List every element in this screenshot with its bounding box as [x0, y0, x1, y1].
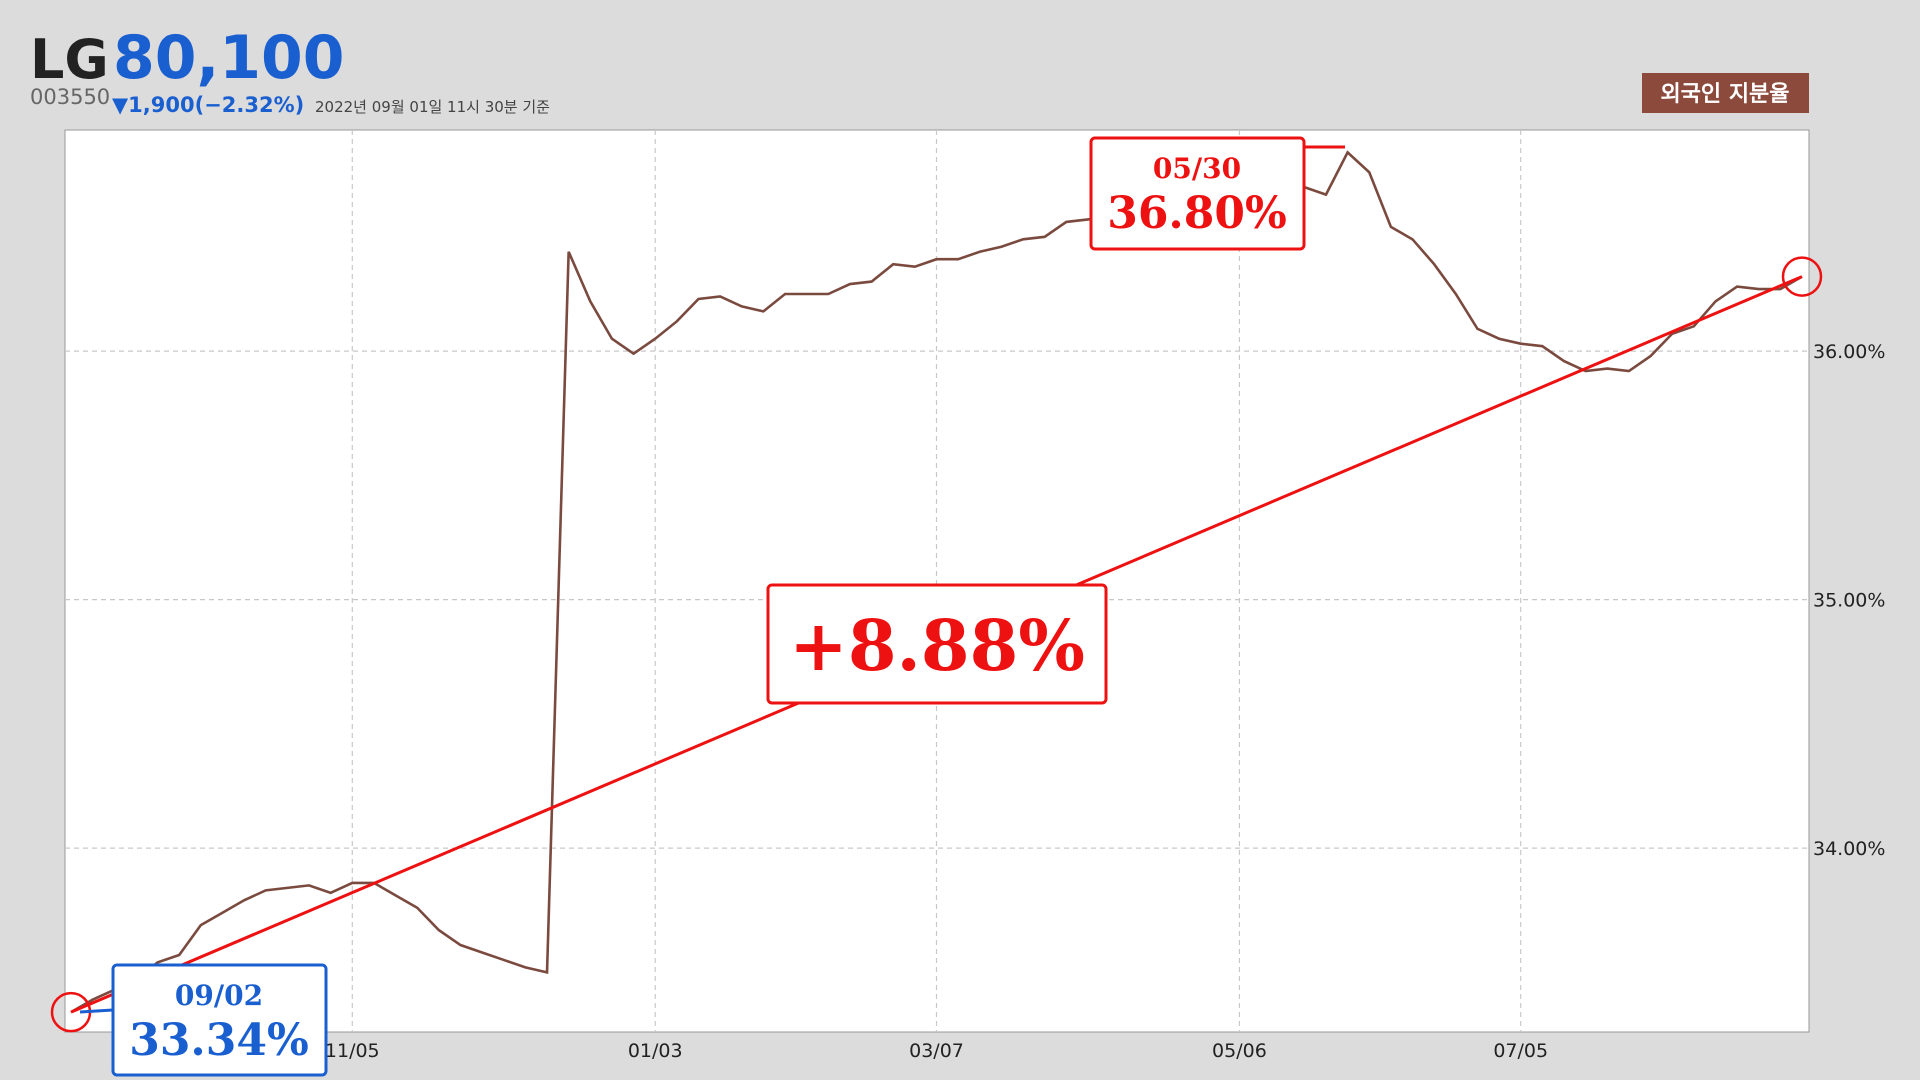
start-box	[111, 963, 328, 1077]
stock-price: 80,100	[113, 23, 345, 93]
max-date: 05/30	[1153, 152, 1241, 185]
data-line	[70, 150, 1803, 1014]
stock-code: 003550	[30, 85, 110, 109]
change-box	[766, 583, 1108, 705]
x-tick-label: 03/07	[909, 1040, 964, 1062]
badge: 외국인 지분율	[1660, 82, 1789, 107]
x-tick-label: 11/05	[325, 1040, 380, 1062]
max-box	[1089, 136, 1306, 251]
badge-bg	[1642, 73, 1809, 113]
x-tick-label: 05/06	[1212, 1040, 1267, 1062]
x-tick-label: 07/05	[1493, 1040, 1548, 1062]
start-value: 33.34%	[129, 1015, 309, 1066]
y-tick-label: 34.00%	[1813, 838, 1885, 860]
change-value: +8.88%	[789, 604, 1085, 687]
price-change: ▼1,900(−2.32%)	[112, 93, 304, 117]
timestamp: 2022년 09월 01일 11시 30분 기준	[315, 98, 550, 116]
endpoint-marker	[1781, 256, 1823, 297]
max-value: 36.80%	[1107, 188, 1287, 239]
stock-name: LG	[30, 28, 109, 91]
y-tick-label: 36.00%	[1813, 341, 1885, 363]
y-tick-label: 35.00%	[1813, 590, 1885, 612]
x-tick-label: 01/03	[628, 1040, 683, 1062]
start-arrow	[79, 1008, 114, 1014]
start-date: 09/02	[175, 979, 263, 1012]
